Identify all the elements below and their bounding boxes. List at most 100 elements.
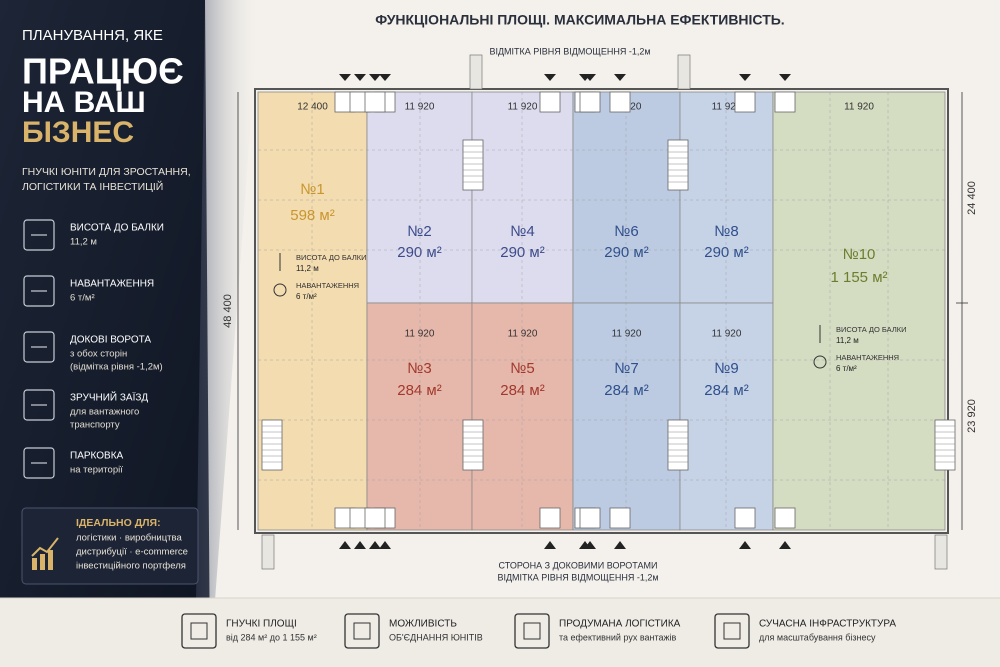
footer-text: ОБ'ЄДНАННЯ ЮНІТІВ	[389, 632, 483, 642]
unit-label: №6	[614, 223, 638, 240]
headline: НА ВАШ	[22, 86, 146, 119]
footer-bar	[0, 598, 1000, 667]
spec-value: 11,2 м	[296, 264, 319, 273]
dock-arrow	[379, 541, 391, 549]
unit-label: №8	[714, 223, 738, 240]
footer-icon-inner	[523, 622, 541, 640]
unit-area: 598 м²	[290, 207, 335, 224]
unit-label: №2	[407, 223, 431, 240]
unit-area: 290 м²	[604, 244, 649, 261]
feature-line: транспорту	[70, 420, 120, 431]
feature-icon	[23, 331, 55, 363]
feature-title: ПАРКОВКА	[70, 451, 124, 462]
ideal-icon-bar	[32, 558, 37, 570]
unit	[772, 91, 946, 531]
subtitle: ЛОГІСТИКИ ТА ІНВЕСТИЦІЙ	[22, 180, 163, 193]
footer-icon	[514, 613, 550, 649]
feature-line: з обох сторін	[70, 349, 127, 360]
feature-line: 6 т/м²	[70, 293, 95, 304]
feature-icon	[23, 447, 55, 479]
feature-title: ВИСОТА ДО БАЛКИ	[70, 223, 164, 234]
ideal-icon-bar	[48, 550, 53, 570]
stair	[462, 419, 484, 471]
dock-arrow	[779, 541, 791, 549]
unit-area: 290 м²	[704, 244, 749, 261]
footer-text: для масштабування бізнесу	[759, 632, 876, 642]
dock-arrow	[354, 74, 366, 81]
unit	[471, 91, 574, 304]
dock-arrow	[339, 74, 351, 81]
footer-icon-inner	[190, 622, 208, 640]
spec-title: ВИСОТА ДО БАЛКИ	[296, 253, 367, 262]
unit	[572, 91, 681, 304]
unit-dimension: 11 920	[612, 329, 642, 340]
stair	[934, 419, 956, 471]
feature-line: для вантажного	[70, 407, 139, 418]
unit-area: 284 м²	[604, 382, 649, 399]
spec-icon	[273, 283, 287, 297]
ideal-icon	[31, 537, 59, 557]
ideal-icon-bar	[40, 554, 45, 570]
unit-label: №3	[407, 360, 431, 377]
spec-title: НАВАНТАЖЕННЯ	[296, 281, 359, 290]
unit-dimension: 12 400	[297, 102, 328, 113]
footer-icon	[714, 613, 750, 649]
headline: ПЛАНУВАННЯ, ЯКЕ	[22, 27, 163, 44]
unit-label: №9	[714, 360, 738, 377]
dock-arrow	[339, 541, 351, 549]
dock-arrow	[369, 74, 381, 81]
feature-title: ДОКОВІ ВОРОТА	[70, 335, 151, 346]
bottom-note: СТОРОНА З ДОКОВИМИ ВОРОТАМИ	[499, 560, 658, 570]
dock-gate	[609, 91, 631, 113]
feature-title: ЗРУЧНИЙ ЗАЇЗД	[70, 391, 148, 404]
dock-arrow	[354, 541, 366, 549]
dock-gate	[364, 507, 386, 529]
unit	[679, 91, 774, 304]
unit	[471, 302, 574, 531]
spec-value: 6 т/м²	[296, 292, 317, 301]
spec-value: 11,2 м	[836, 336, 859, 345]
footer-title: СУЧАСНА ІНФРАСТРУКТУРА	[759, 619, 896, 630]
dock-arrow	[544, 541, 556, 549]
dock-gate	[609, 507, 631, 529]
dock-gate	[364, 91, 386, 113]
dock-gate	[734, 91, 756, 113]
dock-arrow	[544, 74, 556, 81]
unit-dimension: 11 920	[712, 329, 742, 340]
spec-title: ВИСОТА ДО БАЛКИ	[836, 325, 907, 334]
unit-label: №1	[300, 181, 324, 198]
dock-arrow	[614, 541, 626, 549]
footer-icon-inner	[723, 622, 741, 640]
ideal-line: логістики · виробництва	[76, 533, 182, 544]
sidebar-edge	[195, 0, 260, 667]
outside-stair	[934, 534, 948, 570]
spec-title: НАВАНТАЖЕННЯ	[836, 353, 899, 362]
dock-arrow	[369, 541, 381, 549]
spec-value: 6 т/м²	[836, 364, 857, 373]
feature-line: (відмітка рівня -1,2м)	[70, 362, 163, 373]
ideal-line: дистрибуції · e-commerce	[76, 547, 188, 558]
bottom-note: ВІДМІТКА РІВНЯ ВІДМОЩЕННЯ -1,2м	[497, 572, 658, 582]
ideal-line: інвестиційного портфеля	[76, 561, 186, 572]
outside-stair	[261, 534, 275, 570]
footer-title: ГНУЧКІ ПЛОЩІ	[226, 619, 297, 630]
building-outline	[254, 88, 949, 534]
ideal-box	[21, 507, 199, 585]
dock-arrow	[379, 74, 391, 81]
dock-gate	[774, 507, 796, 529]
dock-arrow	[614, 74, 626, 81]
unit	[679, 302, 774, 531]
dock-gate	[579, 91, 601, 113]
footer-text: від 284 м² до 1 155 м²	[226, 632, 317, 642]
feature-line: на території	[70, 465, 123, 476]
dock-arrow	[779, 74, 791, 81]
footer-icon-inner	[353, 622, 371, 640]
headline: БІЗНЕС	[22, 116, 134, 149]
feature-line: 11,2 м	[70, 237, 97, 248]
footer-icon	[344, 613, 380, 649]
unit-area: 284 м²	[500, 382, 545, 399]
footer-icon	[181, 613, 217, 649]
unit	[366, 91, 473, 304]
ideal-title: ІДЕАЛЬНО ДЛЯ:	[76, 517, 161, 529]
